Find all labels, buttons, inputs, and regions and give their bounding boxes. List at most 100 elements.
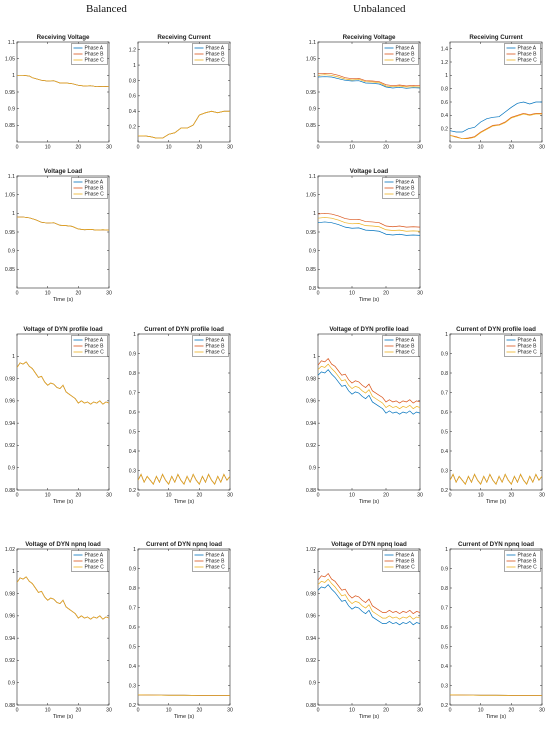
- x-tick-label: 0: [16, 708, 19, 714]
- legend-label: Phase B: [206, 559, 226, 565]
- y-tick-label: 0.9: [309, 466, 316, 472]
- series-line-phase-c: [450, 113, 542, 140]
- y-tick-label: 0.6: [129, 625, 136, 631]
- x-tick-label: 20: [75, 708, 81, 714]
- x-axis-label: Time (s): [174, 499, 194, 505]
- legend-box: [382, 43, 419, 65]
- chart-title: Voltage of DYN profile load: [23, 326, 103, 333]
- y-tick-label: 0.85: [306, 123, 316, 129]
- y-tick-label: 0.94: [5, 636, 15, 642]
- legend-label: Phase A: [396, 180, 415, 186]
- chart-unb-vdp: Voltage of DYN profile load 0 10 20 30 0.88 0.…: [306, 326, 423, 505]
- y-tick-label: 0.5: [129, 429, 136, 435]
- x-tick-label: 0: [137, 145, 140, 151]
- y-tick-label: 0.4: [441, 449, 448, 455]
- y-tick-label: 0.6: [441, 100, 448, 106]
- chart-bal-rv: Receiving Voltage 0 10 20 30 0.85 0.9 0.95 1 1.05…: [5, 34, 112, 151]
- legend-label: Phase A: [396, 46, 415, 52]
- y-tick-label: 0.2: [129, 703, 136, 709]
- chart-bal-rc: Receiving Current 0 10 20 30 0.2 0.4 0.6 0.8 1 1.2…: [129, 34, 233, 151]
- x-axis-label: Time (s): [174, 714, 194, 720]
- y-tick-label: 0.6: [441, 410, 448, 416]
- legend-label: Phase C: [206, 58, 226, 64]
- series-group: [17, 74, 109, 88]
- y-tick-label: 1: [133, 332, 136, 338]
- chart-title: Receiving Voltage: [37, 34, 90, 41]
- y-tick-label: 0.96: [5, 399, 15, 405]
- x-axis-label: Time (s): [53, 499, 73, 505]
- y-tick-label: 0.8: [441, 586, 448, 592]
- legend-label: Phase C: [518, 350, 538, 356]
- plot-area: [449, 548, 543, 706]
- x-tick-label: 30: [227, 708, 233, 714]
- series-line-phase-b: [318, 212, 420, 228]
- y-tick-label: 1.02: [5, 547, 15, 553]
- chart-title: Voltage of DYN npnq load: [25, 541, 101, 548]
- x-tick-label: 30: [539, 145, 545, 151]
- legend-label: Phase A: [85, 180, 104, 186]
- y-tick-label: 0.7: [441, 605, 448, 611]
- y-tick-label: 1.1: [309, 174, 316, 180]
- y-tick-label: 0.96: [306, 614, 316, 620]
- series-line-phase-b: [318, 72, 420, 87]
- legend-label: Phase B: [85, 186, 105, 192]
- chart-title: Current of DYN npnq load: [458, 541, 534, 548]
- x-tick-label: 20: [383, 291, 389, 297]
- x-tick-label: 10: [45, 145, 51, 151]
- y-tick-label: 0.96: [5, 614, 15, 620]
- legend-box: [192, 43, 229, 65]
- x-tick-label: 20: [383, 493, 389, 499]
- x-tick-label: 30: [106, 493, 112, 499]
- series-line-phase-c: [17, 576, 109, 620]
- x-tick-label: 20: [75, 291, 81, 297]
- x-tick-label: 10: [166, 145, 172, 151]
- y-tick-label: 0.8: [129, 371, 136, 377]
- legend-box: [71, 177, 108, 199]
- chart-bal-vl: Voltage Load 0 10 20 30 0.85 0.9 0.95 1 1.05 1.1 Ti…: [5, 168, 112, 303]
- chart-unb-rc: Receiving Current 0 10 20 30 0.2 0.4 0.6 0.8 1 1.2…: [441, 34, 545, 151]
- x-tick-label: 10: [478, 493, 484, 499]
- y-tick-label: 1.02: [306, 547, 316, 553]
- series-line-phase-c: [318, 578, 420, 620]
- y-tick-label: 0.2: [441, 126, 448, 132]
- unbalanced-heading: Unbalanced: [353, 3, 406, 15]
- y-tick-label: 0.98: [306, 591, 316, 597]
- y-tick-label: 0.4: [129, 449, 136, 455]
- chart-unb-vl: Voltage Load 0 10 20 30 0.8 0.85 0.9 0.95 1 1.05 1.…: [306, 168, 423, 303]
- series-line-phase-a: [450, 101, 542, 133]
- legend-label: Phase C: [396, 350, 416, 356]
- chart-unb-vdn: Voltage of DYN npnq load 0 10 20 30 0.88 0.9 0.…: [306, 541, 423, 720]
- series-line-phase-c: [138, 694, 230, 696]
- legend-label: Phase B: [396, 344, 416, 350]
- y-tick-label: 1.2: [129, 47, 136, 53]
- y-tick-label: 1: [313, 211, 316, 217]
- x-tick-label: 10: [349, 291, 355, 297]
- y-tick-label: 0.88: [5, 488, 15, 494]
- series-group: [17, 361, 109, 405]
- legend-label: Phase A: [518, 553, 537, 559]
- legend-label: Phase C: [396, 192, 416, 198]
- y-tick-label: 0.5: [441, 644, 448, 650]
- plot-area: [317, 548, 421, 706]
- y-tick-label: 0.7: [441, 390, 448, 396]
- chart-title: Current of DYN npnq load: [146, 541, 222, 548]
- y-tick-label: 0.3: [441, 468, 448, 474]
- x-axis-label: Time (s): [359, 499, 379, 505]
- series-line-phase-a: [318, 221, 420, 236]
- x-tick-label: 10: [45, 708, 51, 714]
- legend-label: Phase B: [518, 344, 538, 350]
- y-tick-label: 0.2: [129, 124, 136, 130]
- legend-label: Phase C: [85, 565, 105, 571]
- series-line-phase-c: [450, 473, 542, 485]
- legend-label: Phase C: [518, 565, 538, 571]
- y-tick-label: 1: [133, 63, 136, 69]
- legend-label: Phase B: [518, 52, 538, 58]
- y-tick-label: 0.4: [129, 664, 136, 670]
- legend-label: Phase A: [518, 338, 537, 344]
- y-tick-label: 0.3: [441, 683, 448, 689]
